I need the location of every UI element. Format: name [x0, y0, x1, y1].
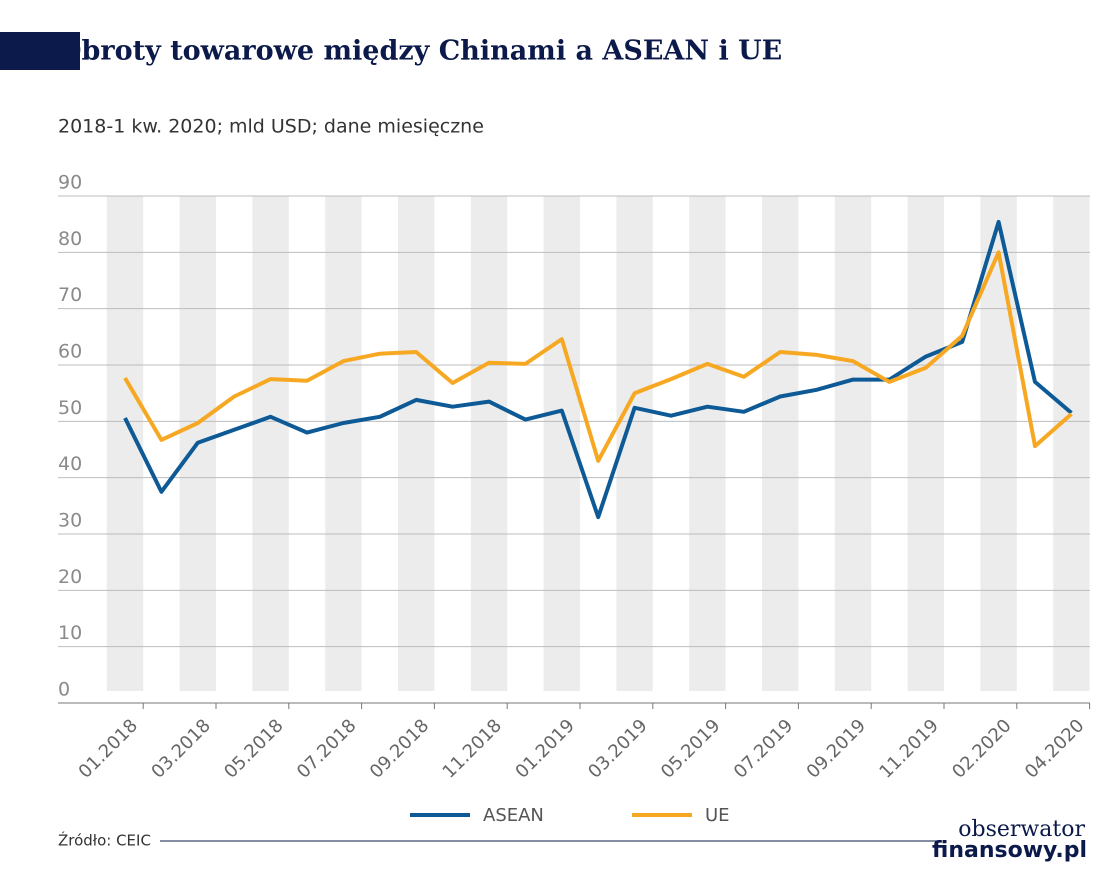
band-stripe [325, 196, 362, 691]
x-tick-label: 01.2019 [511, 715, 578, 782]
x-tick-label: 03.2019 [584, 715, 651, 782]
source: Źródło: CEIC [58, 831, 151, 850]
x-tick-label: 07.2018 [293, 715, 360, 782]
band-stripe [762, 196, 799, 691]
x-tick-label: 04.2020 [1021, 715, 1088, 782]
logo: finansowy.pl [932, 838, 1087, 863]
series-line [123, 250, 1073, 463]
y-tick-label: 90 [58, 172, 82, 194]
y-tick-label: 30 [58, 510, 82, 532]
x-tick-label: 09.2019 [803, 715, 870, 782]
x-tick-label: 01.2018 [75, 715, 142, 782]
band-stripe [398, 196, 435, 691]
title-bar [0, 32, 80, 70]
legend-label: UE [705, 805, 730, 826]
band-stripe [689, 196, 726, 691]
chart-title: Obroty towarowe między Chinami a ASEAN i… [58, 36, 782, 67]
x-tick-label: 05.2018 [220, 715, 287, 782]
x-tick-label: 11.2019 [875, 715, 942, 782]
x-tick-label: 07.2019 [730, 715, 797, 782]
y-tick-label: 0 [58, 679, 70, 701]
y-tick-label: 10 [58, 622, 82, 644]
series-line [123, 219, 1073, 520]
x-tick-label: 09.2018 [366, 715, 433, 782]
legend-label: ASEAN [483, 805, 544, 826]
y-tick-label: 60 [58, 341, 82, 363]
band-stripe [907, 196, 944, 691]
plot: 0 10 20 30 40 50 60 70 80 90 01.2018 03.2018 05.2018… [58, 172, 1091, 826]
y-tick-label: 50 [58, 397, 82, 419]
x-tick-label: 11.2018 [439, 715, 506, 782]
y-tick-label: 70 [58, 284, 82, 306]
y-tick-label: 20 [58, 566, 82, 588]
subtitle: 2018-1 kw. 2020; mld USD; dane miesięczn… [58, 116, 484, 138]
y-tick-label: 40 [58, 453, 82, 475]
band-stripe [834, 196, 872, 691]
x-tick-label: 02.2020 [948, 715, 1015, 782]
y-tick-label: 80 [58, 228, 82, 250]
band-stripe [252, 196, 289, 691]
band-stripe [1053, 196, 1090, 691]
x-tick-label: 05.2019 [657, 715, 724, 782]
logo: obserwator [958, 817, 1085, 842]
band-stripe [470, 196, 508, 691]
x-tick-label: 03.2018 [147, 715, 214, 782]
